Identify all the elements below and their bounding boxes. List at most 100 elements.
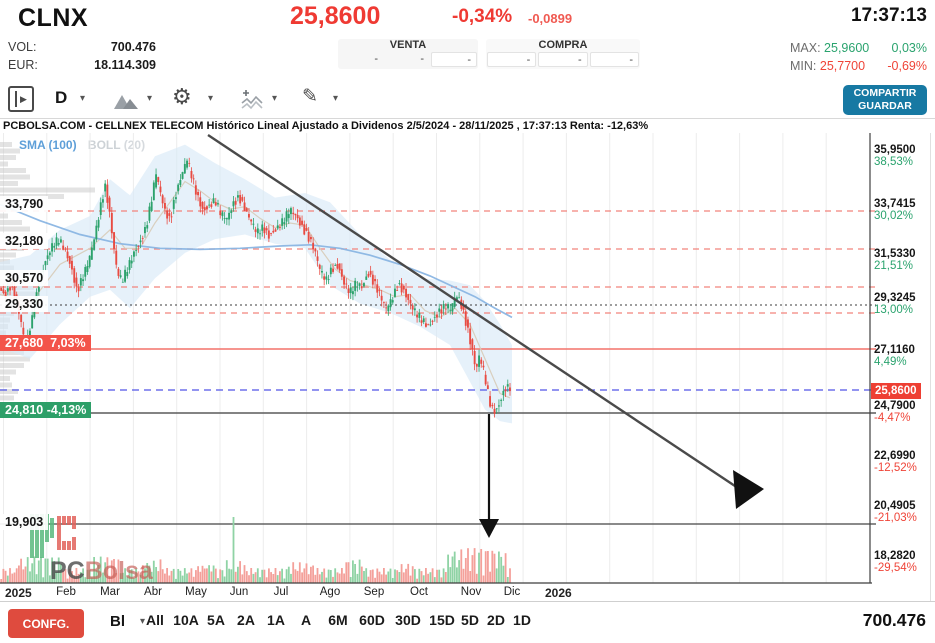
- order-book-cell[interactable]: -: [431, 52, 477, 67]
- x-axis-label: 2026: [545, 586, 572, 600]
- change-absolute: -0,0899: [528, 11, 573, 26]
- add-indicator-icon[interactable]: [240, 89, 266, 111]
- turnover-label: EUR:: [8, 58, 38, 72]
- min-value: 25,7700: [819, 59, 866, 73]
- watermark-pc: PC: [50, 557, 85, 585]
- share-save-button[interactable]: COMPARTIR GUARDAR: [843, 85, 927, 115]
- chart-type-icon[interactable]: [113, 91, 141, 111]
- x-axis-label: Jul: [273, 586, 289, 598]
- range-button-5a[interactable]: 5A: [207, 612, 225, 628]
- max-value: 25,9600: [824, 41, 870, 55]
- chart-type-caret-icon[interactable]: ▾: [147, 93, 153, 104]
- order-book-cell[interactable]: -: [487, 52, 537, 67]
- axis-price-label: 20,4905 -21,03%: [874, 500, 917, 524]
- session-min-row: MIN: 25,7700 -0,69%: [790, 59, 927, 73]
- x-axis-label: Ago: [319, 586, 341, 598]
- draw-tools-icon[interactable]: ✎: [302, 86, 318, 107]
- timeframe-select[interactable]: D: [55, 88, 68, 107]
- gridlines: [3, 133, 827, 583]
- change-percent: -0,34%: [452, 6, 513, 27]
- background-selector[interactable]: Bl: [110, 613, 125, 630]
- pcbolsa-watermark: PCBolsa: [50, 557, 153, 586]
- range-button-2d[interactable]: 2D: [487, 612, 505, 628]
- range-button-30d[interactable]: 30D: [395, 612, 421, 628]
- bid-book: COMPRA ---: [486, 39, 640, 69]
- bollinger-band: [0, 144, 512, 424]
- order-book-cell[interactable]: -: [589, 52, 639, 67]
- volume-value-text: 700.476: [110, 40, 156, 54]
- price-level-label: 33,790: [0, 196, 49, 212]
- turnover-value: 18.114.309: [60, 58, 156, 72]
- range-button-60d[interactable]: 60D: [359, 612, 385, 628]
- price-level-label: 19,903: [0, 514, 49, 530]
- x-axis-label: Dic: [503, 586, 521, 598]
- axis-price-label: 33,7415 30,02%: [874, 198, 916, 222]
- settings-gear-icon[interactable]: ⚙: [172, 84, 192, 109]
- x-axis-label: Jun: [229, 586, 249, 598]
- config-button[interactable]: CONFG.: [8, 609, 84, 638]
- range-button-10a[interactable]: 10A: [173, 612, 199, 628]
- order-book-cell[interactable]: -: [420, 53, 424, 65]
- x-axis-label: Mar: [100, 586, 120, 598]
- last-price: 25,8600: [290, 2, 381, 30]
- axis-panel-edge: [930, 133, 931, 601]
- x-axis-label: Sep: [363, 586, 385, 598]
- price-level-label: 29,330: [0, 296, 49, 312]
- max-label: MAX:: [790, 41, 821, 55]
- last-price-axis-badge: 25,8600: [871, 383, 921, 399]
- x-axis-label: May: [185, 586, 207, 598]
- x-axis-label: Feb: [56, 586, 76, 598]
- down-arrow-head: [479, 519, 499, 538]
- bottom-bar: CONFG. Bl ▾ All 10A 5A 2A 1A A 6M 60D 30D 15D 5D 2D…: [0, 601, 935, 643]
- axis-price-label: 24,7900 -4,47%: [874, 400, 916, 424]
- boll-mid-line: [0, 180, 511, 399]
- range-button-15d[interactable]: 15D: [429, 612, 455, 628]
- session-max-row: MAX: 25,9600 0,03%: [790, 41, 927, 55]
- min-percent: -0,69%: [887, 59, 927, 73]
- trend-line: [207, 134, 736, 487]
- trend-arrowhead: [733, 470, 764, 509]
- range-button-2a[interactable]: 2A: [237, 612, 255, 628]
- volume-label: VOL:: [8, 40, 37, 54]
- turnover-value-text: 18.114.309: [94, 58, 156, 72]
- range-button-a[interactable]: A: [300, 612, 312, 628]
- price-level-label: 24,810 -4,13%: [0, 402, 92, 418]
- chart-divider: [0, 118, 935, 119]
- axis-price-label: 18,2820 -29,54%: [874, 550, 917, 574]
- panel-toggle-button[interactable]: ▶: [8, 86, 34, 112]
- ask-label: VENTA: [389, 39, 427, 51]
- order-book-cell[interactable]: -: [374, 53, 378, 65]
- price-level-label: 27,680 7,03%: [0, 335, 91, 351]
- chart-title: PCBOLSA.COM - CELLNEX TELECOM Histórico …: [3, 120, 649, 132]
- legend-boll-param: (20): [123, 138, 146, 152]
- share-button-label: COMPARTIR: [853, 87, 917, 99]
- draw-tools-caret-icon[interactable]: ▾: [333, 93, 339, 104]
- range-button-all[interactable]: All: [146, 612, 164, 628]
- range-button-5d[interactable]: 5D: [461, 612, 479, 628]
- price-level-label: 32,180: [0, 233, 49, 249]
- legend-sma[interactable]: SMA (100): [19, 138, 77, 152]
- ask-book: VENTA ---: [338, 39, 478, 69]
- indicator-legend: SMA (100) BOLL (20): [19, 138, 145, 152]
- x-axis-label: Nov: [460, 586, 482, 598]
- max-percent: 0,03%: [891, 41, 927, 55]
- price-level-lines: [0, 210, 876, 525]
- background-selector-caret-icon[interactable]: ▾: [140, 616, 146, 627]
- settings-caret-icon[interactable]: ▾: [208, 93, 214, 104]
- range-button-6m[interactable]: 6M: [328, 612, 348, 628]
- order-book-cell[interactable]: -: [538, 52, 588, 67]
- range-button-1d[interactable]: 1D: [513, 612, 531, 628]
- timeframe-caret-icon[interactable]: ▾: [80, 93, 86, 104]
- axis-price-label: 22,6990 -12,52%: [874, 450, 917, 474]
- range-button-1a[interactable]: 1A: [267, 612, 285, 628]
- panel-toggle-icon: ▶: [8, 86, 34, 112]
- x-axis-label: 2025: [5, 586, 32, 600]
- legend-boll[interactable]: BOLL: [87, 138, 121, 152]
- price-level-label: 30,570: [0, 270, 49, 286]
- bottom-volume-value: 700.476: [862, 610, 926, 630]
- axis-price-label: 35,9500 38,53%: [874, 144, 916, 168]
- save-button-label: GUARDAR: [858, 100, 912, 112]
- sma100-line: [0, 203, 513, 319]
- add-indicator-caret-icon[interactable]: ▾: [272, 93, 278, 104]
